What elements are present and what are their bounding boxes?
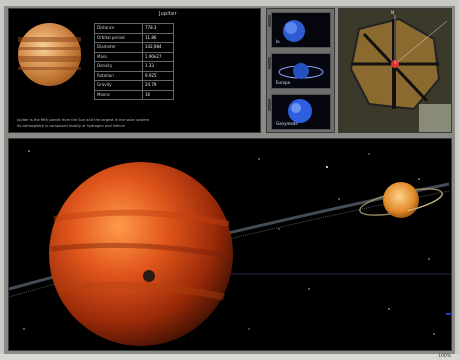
note-line: Jupiter is the fifth planet from the Sun… (17, 118, 150, 122)
orbit-map-graphic (339, 9, 451, 132)
moon-thumbnail-3[interactable]: Ganymede (271, 94, 331, 130)
planet-stats-table: Distance 778.3 Orbital period 11.86 Diameter… (94, 23, 174, 100)
stat-value: 778.3 (142, 23, 174, 34)
stat-value: 16 (142, 89, 174, 100)
planet-notes: Jupiter is the fifth planet from the Sun… (17, 117, 255, 129)
status-bar: 100% (0, 354, 459, 360)
space-scene (8, 139, 451, 350)
stat-label: Gravity (94, 80, 143, 91)
stat-label: Rotation (94, 70, 143, 81)
planet-info-panel: Jupiter Distance 778.3 Orbital period 11.86… (8, 8, 261, 133)
stat-value: 142,984 (142, 42, 174, 53)
scroll-tick (268, 15, 271, 27)
status-text: 100% (438, 354, 451, 359)
stat-value: 11.86 (142, 32, 174, 43)
stat-label: Diameter (94, 42, 143, 53)
stat-label: Density (94, 61, 143, 72)
stat-value: 1.33 (142, 61, 174, 72)
moon-thumbnail-1[interactable]: Io (271, 12, 331, 48)
stats-row: Orbital period 11.86 (94, 32, 174, 43)
moon-2-image (278, 63, 324, 79)
stats-row: Moons 16 (94, 89, 174, 100)
planet-image[interactable] (18, 23, 81, 86)
stats-row: Diameter 142,984 (94, 42, 174, 53)
stat-value: 1.90e27 (142, 51, 174, 62)
stat-label: Distance (94, 23, 143, 34)
stat-label: Mass (94, 51, 143, 62)
scroll-tick (268, 99, 271, 111)
stat-label: Orbital period (94, 32, 143, 43)
moon-1-image (283, 20, 305, 42)
stats-row: Distance 778.3 (94, 23, 174, 34)
stats-row: Gravity 24.79 (94, 80, 174, 91)
moon-3-image (288, 99, 312, 123)
moon-thumbnail-2[interactable]: Europa (271, 53, 331, 89)
thumbnail-caption: Io (276, 39, 280, 44)
stat-label: Moons (94, 89, 143, 100)
stats-row: Mass 1.90e27 (94, 51, 174, 62)
stats-row: Density 1.33 (94, 61, 174, 72)
orbit-map[interactable]: N (338, 8, 452, 133)
scroll-tick (268, 57, 271, 69)
note-line: Its atmosphere is composed mostly of hyd… (17, 124, 126, 128)
moon-thumbnail-strip: Io Europa Ganymede (266, 8, 335, 133)
stat-value: 9.925 (142, 70, 174, 81)
thumbnail-caption: Ganymede (276, 121, 298, 126)
main-3d-view[interactable] (8, 138, 452, 351)
thumbnail-caption: Europa (276, 80, 291, 85)
planet-title: Jupiter (159, 11, 177, 17)
map-north-label: N (391, 10, 394, 15)
stats-row: Rotation 9.925 (94, 70, 174, 81)
stat-value: 24.79 (142, 80, 174, 91)
